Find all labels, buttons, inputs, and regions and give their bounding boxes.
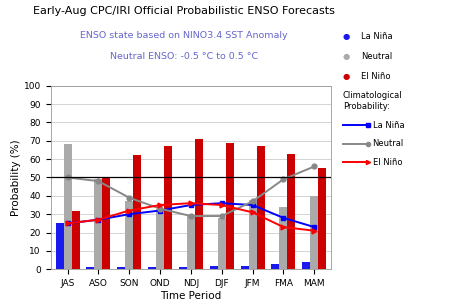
Bar [125, 201, 133, 269]
Text: ●: ● [342, 52, 349, 61]
Text: Early-Aug CPC/IRI Official Probabilistic ENSO Forecasts: Early-Aug CPC/IRI Official Probabilistic… [33, 6, 334, 16]
Text: Neutral ENSO: -0.5 °C to 0.5 °C: Neutral ENSO: -0.5 °C to 0.5 °C [110, 52, 257, 61]
Bar [164, 146, 172, 269]
Bar [133, 155, 141, 269]
Bar [72, 211, 79, 269]
Text: Neutral: Neutral [360, 52, 392, 61]
Bar [287, 154, 295, 269]
Text: La Niña: La Niña [360, 32, 392, 41]
Bar [195, 139, 202, 269]
Bar [279, 207, 287, 269]
Bar [102, 177, 110, 269]
Y-axis label: Probability (%): Probability (%) [11, 139, 21, 216]
Text: ●: ● [342, 32, 349, 41]
Bar [156, 209, 164, 269]
Bar [63, 144, 72, 269]
Bar [217, 218, 225, 269]
Bar [256, 146, 264, 269]
Bar [240, 266, 248, 269]
Bar [179, 267, 186, 269]
Text: El Niño: El Niño [360, 72, 390, 81]
Bar [302, 262, 309, 269]
Bar [186, 216, 195, 269]
Bar [86, 267, 94, 269]
Bar [94, 179, 102, 269]
Bar [271, 264, 279, 269]
Bar [318, 168, 325, 269]
Bar [248, 200, 256, 269]
Text: La Niña: La Niña [372, 121, 403, 130]
Text: ●: ● [342, 72, 349, 81]
Bar [225, 143, 233, 269]
Bar [117, 267, 125, 269]
X-axis label: Time Period: Time Period [160, 291, 221, 301]
Bar [209, 266, 217, 269]
Text: Neutral: Neutral [372, 139, 403, 148]
Bar [148, 267, 156, 269]
Text: ENSO state based on NINO3.4 SST Anomaly: ENSO state based on NINO3.4 SST Anomaly [80, 31, 287, 39]
Text: El Niño: El Niño [372, 158, 401, 167]
Bar [309, 196, 318, 269]
Bar [56, 223, 63, 269]
Text: Climatological
Probability:: Climatological Probability: [342, 91, 402, 111]
